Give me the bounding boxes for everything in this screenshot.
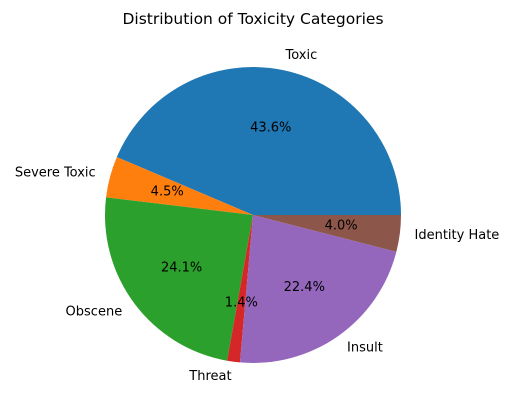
slice-percent-severe-toxic: 4.5% [151, 185, 184, 200]
slice-percent-obscene: 24.1% [161, 260, 202, 275]
pie-slice-identity-hate [253, 215, 401, 252]
slice-label-insult: Insult [347, 340, 383, 355]
chart-title: Distribution of Toxicity Categories [122, 10, 383, 28]
slice-percent-identity-hate: 4.0% [325, 219, 358, 234]
slice-percent-toxic: 43.6% [250, 120, 291, 135]
slice-label-toxic: Toxic [285, 48, 318, 63]
pie-labels: Toxic 43.6% Severe Toxic 4.5% Obscene 24.1% Th… [15, 48, 499, 384]
pie-slice-toxic [116, 67, 401, 215]
slice-percent-threat: 1.4% [225, 296, 258, 311]
slice-label-severe-toxic: Severe Toxic [15, 166, 96, 181]
slice-label-identity-hate: Identity Hate [415, 228, 500, 243]
pie-slice-insult [240, 215, 397, 364]
pie-slice-severe-toxic [106, 157, 253, 215]
slice-percent-insult: 22.4% [284, 280, 325, 295]
pie-slice-threat [227, 215, 253, 363]
slice-label-obscene: Obscene [66, 304, 123, 319]
pie-slices [104, 67, 401, 364]
pie-slice-obscene [104, 197, 254, 361]
slice-label-threat: Threat [188, 369, 231, 384]
